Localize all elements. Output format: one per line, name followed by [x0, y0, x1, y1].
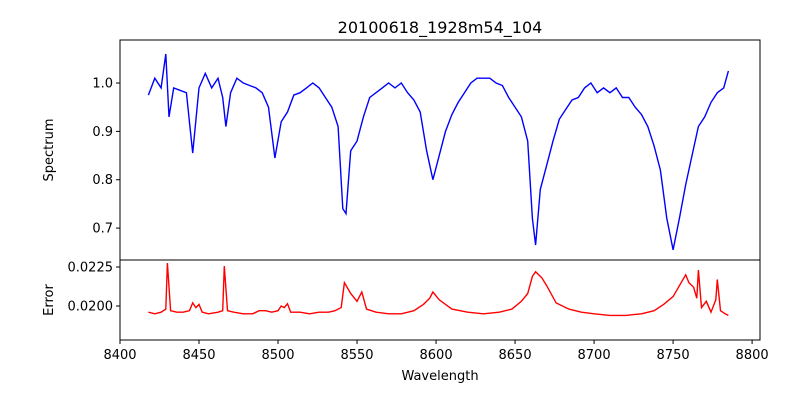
x-tick-label: 8650: [499, 348, 532, 363]
error-ylabel: Error: [42, 284, 57, 316]
x-tick-label: 8400: [103, 348, 136, 363]
x-tick-label: 8600: [420, 348, 453, 363]
axes-frame: [119, 259, 761, 341]
x-tick-label: 8550: [340, 348, 373, 363]
y-tick-label: 0.7: [92, 222, 113, 237]
error-axes: 0.0200 0.0225 8400 8450 8500 8550 8600 8650 8700…: [68, 259, 769, 363]
x-tick-label: 8750: [657, 348, 690, 363]
y-tick-label: 0.8: [92, 173, 113, 188]
x-tick-label: 8450: [182, 348, 215, 363]
y-tick-label: 0.0200: [68, 300, 114, 315]
x-tick-label: 8700: [578, 348, 611, 363]
x-tick-label: 8800: [736, 348, 769, 363]
chart-title: 20100618_1928m54_104: [338, 18, 543, 38]
y-tick-label: 1.0: [92, 77, 113, 92]
y-tick-label: 0.0225: [68, 261, 114, 276]
spectrum-line: [147, 53, 730, 250]
y-tick-label: 0.9: [92, 125, 113, 140]
x-tick-label: 8500: [261, 348, 294, 363]
spectrum-ylabel: Spectrum: [42, 119, 57, 182]
spectrum-axes: 0.7 0.8 0.9 1.0: [92, 39, 761, 261]
error-line: [148, 262, 729, 317]
x-axis-label: Wavelength: [401, 369, 478, 384]
